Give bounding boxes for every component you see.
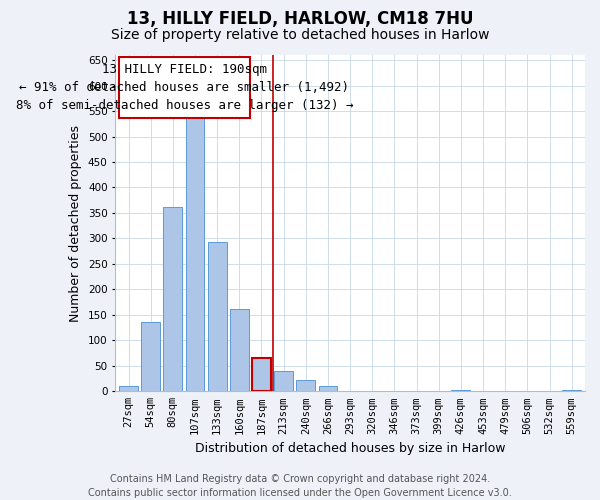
Text: 13, HILLY FIELD, HARLOW, CM18 7HU: 13, HILLY FIELD, HARLOW, CM18 7HU	[127, 10, 473, 28]
Bar	[163, 207, 182, 392]
Bar	[296, 380, 315, 392]
Text: Contains HM Land Registry data © Crown copyright and database right 2024.
Contai: Contains HM Land Registry data © Crown c…	[88, 474, 512, 498]
Bar	[252, 358, 271, 392]
X-axis label: Distribution of detached houses by size in Harlow: Distribution of detached houses by size …	[195, 442, 505, 455]
Y-axis label: Number of detached properties: Number of detached properties	[69, 124, 82, 322]
Bar	[141, 322, 160, 392]
Bar	[208, 242, 227, 392]
Bar	[451, 390, 470, 392]
Bar	[185, 118, 205, 392]
Bar	[319, 386, 337, 392]
Bar	[119, 56, 250, 118]
Bar	[119, 386, 138, 392]
Text: Size of property relative to detached houses in Harlow: Size of property relative to detached ho…	[111, 28, 489, 42]
Text: 13 HILLY FIELD: 190sqm
← 91% of detached houses are smaller (1,492)
8% of semi-d: 13 HILLY FIELD: 190sqm ← 91% of detached…	[16, 62, 353, 112]
Bar	[230, 310, 249, 392]
Bar	[274, 371, 293, 392]
Bar	[562, 390, 581, 392]
